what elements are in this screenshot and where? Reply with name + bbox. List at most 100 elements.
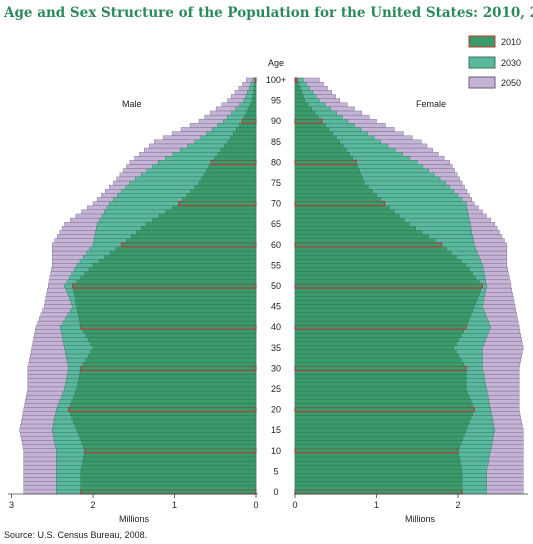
bar-male-2010-age-84: [224, 143, 257, 149]
bar-female-2010-age-56: [294, 259, 462, 264]
bar-male-2010-age-27: [78, 378, 257, 383]
bar-female-2010-age-32: [294, 357, 462, 363]
bar-male-2010-age-8: [83, 456, 257, 462]
bar-female-2010-age-20: [294, 406, 475, 413]
legend: 2010 2030 2050: [468, 35, 521, 89]
female-x-axis-label: Millions: [405, 514, 436, 524]
bar-female-2010-age-15: [294, 427, 467, 433]
legend-label-2010: 2010: [501, 37, 521, 47]
bar-female-2010-age-31: [294, 362, 464, 367]
bar-female-2010-age-97: [294, 90, 303, 95]
bar-male-2010-age-86: [230, 135, 257, 140]
bar-female-2010-age-44: [294, 308, 473, 313]
bar-female-2010-age-12: [294, 440, 462, 445]
bar-male-2010-age-56: [98, 259, 257, 264]
bar-male-2010-age-85: [227, 139, 257, 145]
female-x-tick-0: 0: [292, 500, 297, 510]
bar-male-2010-age-51: [76, 279, 257, 285]
bar-male-2010-age-41: [79, 320, 257, 326]
bar-male-2010-age-66: [152, 217, 257, 223]
bar-male-2010-age-22: [71, 399, 257, 404]
bar-male-2010-age-3: [80, 477, 257, 482]
bar-male-2010-age-49: [73, 287, 257, 293]
age-tick-65: 65: [271, 219, 281, 229]
male-x-tick-3: 3: [9, 500, 14, 510]
bar-female-2010-age-24: [294, 390, 468, 396]
bar-female-2010-age-40: [294, 324, 467, 330]
bar-female-2010-age-78: [294, 168, 360, 173]
age-tick-25: 25: [271, 384, 281, 394]
bar-female-2010-age-51: [294, 279, 480, 285]
bar-male-2010-age-81: [214, 156, 257, 161]
bar-male-2010-age-7: [82, 460, 257, 466]
bar-female-2010-age-91: [294, 114, 319, 120]
bar-female-2010-age-39: [294, 329, 464, 334]
bar-male-2010-age-5: [80, 469, 257, 474]
bar-female-2010-age-13: [294, 436, 464, 441]
bar-female-2010-age-65: [294, 221, 410, 227]
age-tick-40: 40: [271, 322, 281, 332]
bar-male-2010-age-48: [74, 292, 257, 297]
bar-male-2010-age-24: [74, 390, 257, 396]
bar-male-2010-age-10: [84, 448, 257, 454]
bar-female-2010-age-55: [294, 263, 467, 268]
legend-label-2030: 2030: [501, 58, 521, 68]
bar-male-2010-age-72: [186, 193, 257, 198]
bar-female-2010-age-1: [294, 485, 463, 491]
bar-male-2010-age-6: [81, 464, 257, 470]
bar-male-2010-age-44: [77, 308, 257, 313]
bar-female-2010-age-26: [294, 382, 467, 388]
bar-female-2010-age-7: [294, 460, 461, 466]
bar-male-2010-age-20: [68, 406, 257, 413]
bar-male-2010-age-99: [254, 81, 257, 87]
bar-male-2010-age-29: [79, 370, 257, 375]
bar-female-2010-age-60: [294, 242, 443, 248]
bar-female-2010-age-62: [294, 234, 429, 239]
bar-female-2010-age-2: [294, 481, 463, 486]
bar-female-2010-age-42: [294, 316, 470, 322]
bar-female-2010-age-59: [294, 246, 447, 252]
bar-male-2010-age-58: [109, 250, 257, 256]
bar-female-2010-age-29: [294, 370, 467, 375]
bar-female-2010-age-100: [294, 77, 298, 83]
male-x-tick-1: 1: [172, 500, 177, 510]
bar-male-2010-age-89: [239, 123, 257, 128]
bar-female-2010-age-49: [294, 287, 481, 293]
bar-female-2010-age-95: [294, 98, 305, 103]
bar-female-2010-age-45: [294, 304, 475, 309]
bar-female-2010-age-43: [294, 312, 472, 318]
bar-male-2010-age-11: [83, 444, 257, 449]
bar-male-2010-age-73: [190, 189, 257, 194]
series-2010: [68, 77, 483, 495]
bar-female-2010-age-88: [294, 127, 330, 132]
bar-female-2010-age-8: [294, 456, 460, 462]
bar-female-2010-age-86: [294, 135, 337, 140]
bar-male-2010-age-71: [182, 197, 257, 202]
bar-female-2010-age-57: [294, 254, 457, 260]
bar-male-2010-age-74: [194, 184, 257, 190]
bar-female-2010-age-4: [294, 473, 463, 478]
bar-male-2010-age-79: [208, 164, 257, 169]
bar-male-2010-age-13: [79, 436, 257, 441]
bar-male-2010-age-35: [92, 345, 257, 351]
bar-female-2010-age-77: [294, 172, 362, 178]
bar-female-2010-age-64: [294, 226, 416, 231]
bar-male-2010-age-64: [140, 226, 257, 231]
bar-female-2010-age-89: [294, 123, 326, 128]
bar-male-2010-age-96: [252, 94, 257, 99]
age-tick-95: 95: [271, 96, 281, 106]
bar-female-2010-age-76: [294, 176, 363, 182]
bar-male-2010-age-90: [241, 118, 257, 124]
bar-female-2010-age-90: [294, 118, 323, 124]
bar-female-2010-age-38: [294, 333, 462, 338]
bar-male-2010-age-28: [78, 374, 257, 379]
bar-female-2010-age-82: [294, 151, 350, 157]
bar-female-2010-age-52: [294, 275, 477, 280]
bar-female-2010-age-35: [294, 345, 455, 351]
bar-female-2010-age-0: [294, 489, 463, 495]
bar-male-2010-age-26: [77, 382, 257, 388]
bar-male-2010-age-42: [78, 316, 257, 322]
male-x-tick-2: 2: [90, 500, 95, 510]
bar-female-2010-age-72: [294, 193, 377, 198]
bar-male-2010-age-16: [74, 423, 257, 429]
